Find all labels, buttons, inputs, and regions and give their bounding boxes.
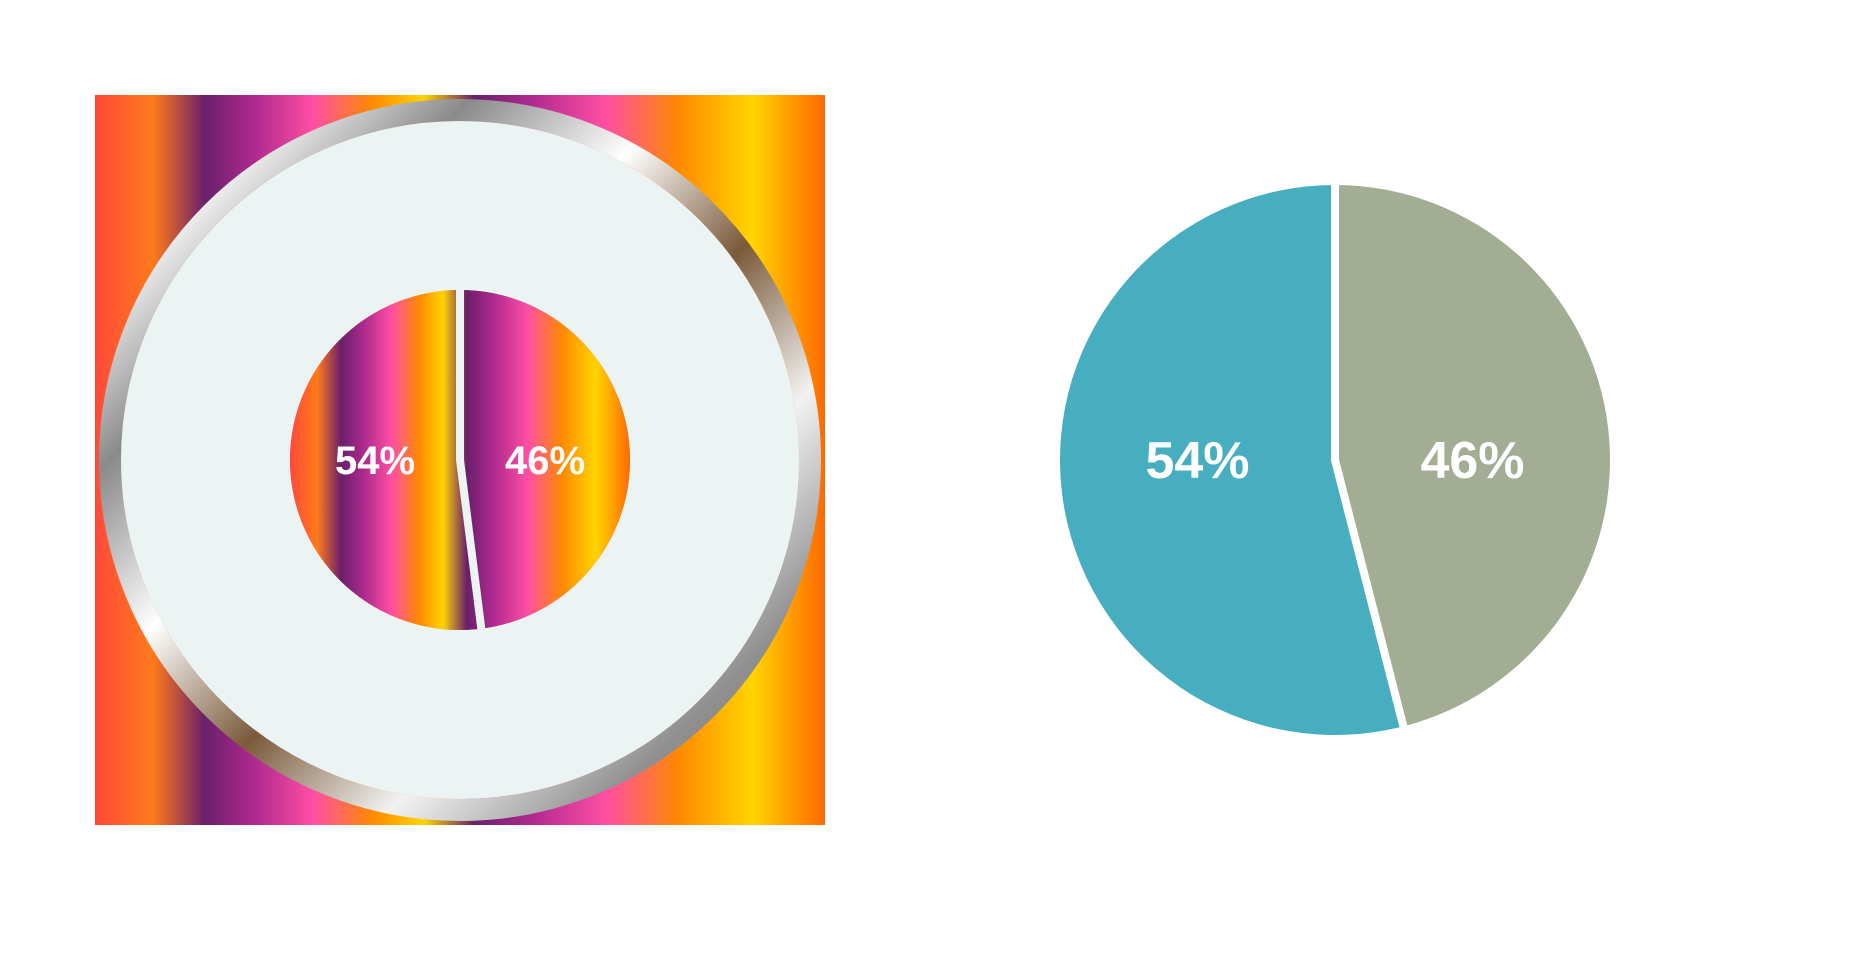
right-pie-panel: 54% 46% [1050, 175, 1620, 745]
left-pie-label-54: 54% [335, 439, 415, 483]
left-pie-label-46: 46% [505, 439, 585, 483]
left-pie-panel: 54% 46% [95, 95, 825, 825]
right-pie-label-54: 54% [1145, 432, 1249, 490]
right-pie-label-46: 46% [1420, 432, 1524, 490]
